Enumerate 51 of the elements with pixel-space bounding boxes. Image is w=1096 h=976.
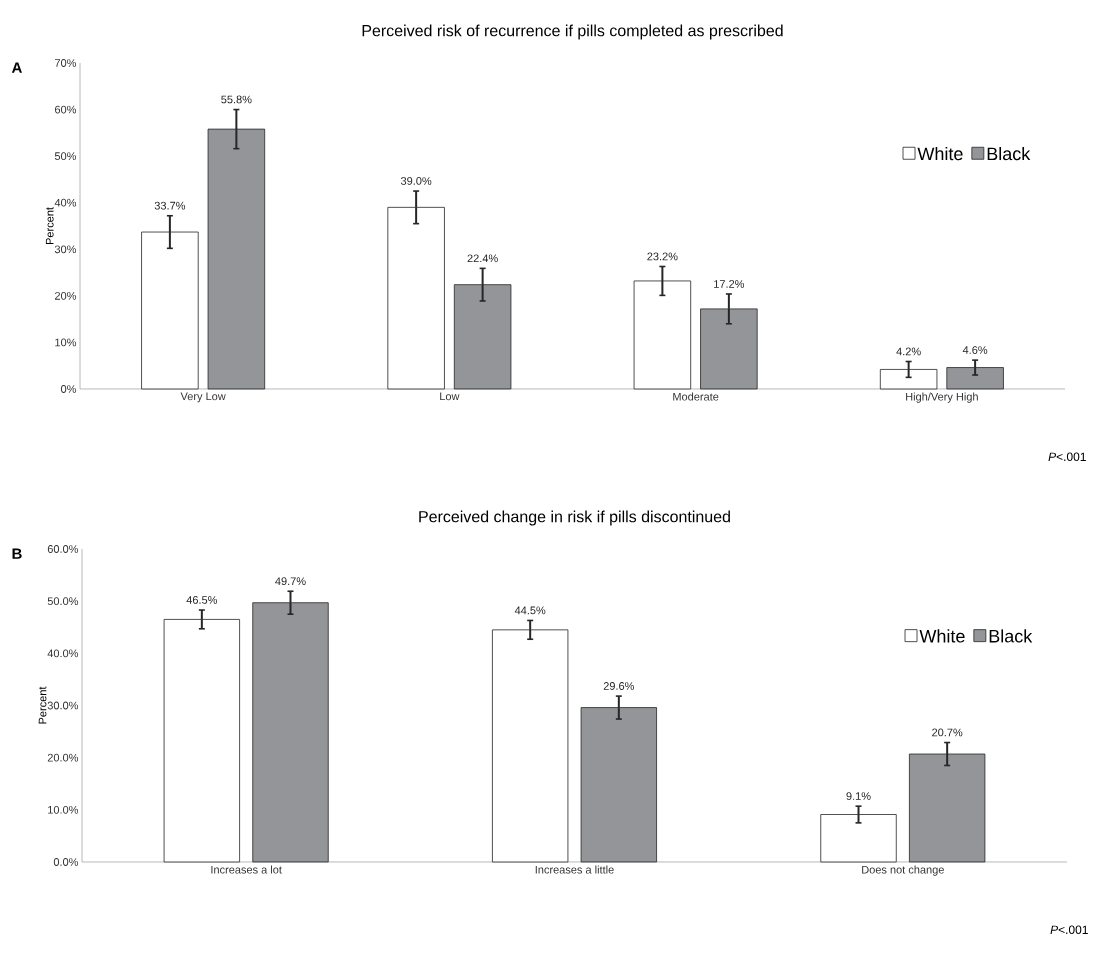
text: B	[12, 548, 22, 559]
x-tick-label: High/Very High	[906, 392, 978, 403]
y-axis-title: Percent	[45, 207, 54, 245]
data-label: 4.2%	[896, 347, 921, 356]
text: P<.001	[1050, 925, 1088, 935]
y-tick-label: 20.0%	[47, 753, 79, 762]
data-label: 29.6%	[603, 682, 635, 690]
y-tick-label: 40%	[54, 198, 77, 207]
data-label: 33.7%	[154, 201, 186, 210]
x-tick-label: Very Low	[180, 392, 226, 403]
bar	[879, 369, 938, 390]
chart-title: Perceived change in risk if pills discontinued	[419, 510, 730, 526]
legend-label: Black	[987, 146, 1031, 161]
data-label: 46.5%	[186, 596, 218, 604]
x-tick-label: Low	[440, 392, 460, 401]
data-label: 17.2%	[714, 280, 745, 288]
data-label: 4.6%	[962, 346, 988, 354]
data-label: 9.1%	[846, 792, 871, 800]
data-label: 39.0%	[400, 177, 432, 185]
y-tick-label: 30%	[54, 245, 77, 254]
y-tick-label: 20%	[55, 291, 77, 300]
data-label: 22.4%	[467, 254, 498, 263]
y-tick-label: 30.0%	[47, 701, 79, 710]
data-label: 49.7%	[275, 577, 306, 586]
y-tick-label: 10.0%	[48, 805, 79, 814]
y-axis-title: Percent	[38, 686, 47, 724]
x-tick-label: Does not change	[862, 865, 944, 876]
legend-label: White	[917, 146, 963, 161]
data-label: 55.8%	[221, 95, 252, 104]
y-tick-label: 50%	[54, 152, 77, 161]
text: P<.001	[1048, 452, 1086, 462]
bar	[387, 206, 445, 390]
y-tick-label: 50.0%	[47, 597, 79, 606]
chart-title: Perceived risk of recurrence if pills completed as prescribed	[362, 24, 783, 40]
bar	[163, 619, 240, 863]
data-label: 23.2%	[647, 252, 678, 261]
y-tick-label: 60%	[55, 105, 77, 114]
data-label: 20.7%	[932, 728, 963, 737]
legend-label: Black	[989, 629, 1033, 643]
y-tick-label: 70%	[55, 59, 77, 67]
x-tick-label: Increases a lot	[211, 865, 282, 874]
y-tick-label: 0.0%	[53, 858, 79, 866]
data-label: 44.5%	[514, 606, 546, 615]
y-tick-label: 60.0%	[47, 545, 79, 553]
x-tick-label: Increases a little	[535, 865, 614, 874]
x-tick-label: Moderate	[673, 392, 719, 401]
y-tick-label: 10%	[55, 338, 77, 347]
text: A	[11, 62, 22, 73]
y-tick-label: 40.0%	[47, 649, 79, 658]
legend-label: White	[919, 629, 965, 643]
y-tick-label: 0%	[61, 385, 77, 393]
